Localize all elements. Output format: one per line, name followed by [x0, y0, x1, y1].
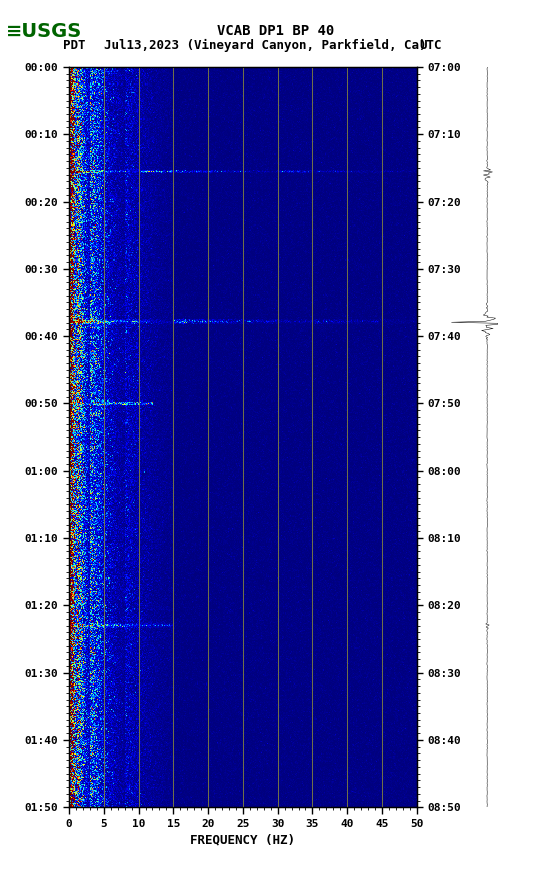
Text: VCAB DP1 BP 40: VCAB DP1 BP 40	[217, 24, 335, 38]
Text: ≡USGS: ≡USGS	[6, 22, 82, 41]
Text: Jul13,2023 (Vineyard Canyon, Parkfield, Ca): Jul13,2023 (Vineyard Canyon, Parkfield, …	[104, 38, 426, 52]
X-axis label: FREQUENCY (HZ): FREQUENCY (HZ)	[190, 833, 295, 847]
Text: UTC: UTC	[420, 38, 442, 52]
Text: PDT: PDT	[63, 38, 86, 52]
